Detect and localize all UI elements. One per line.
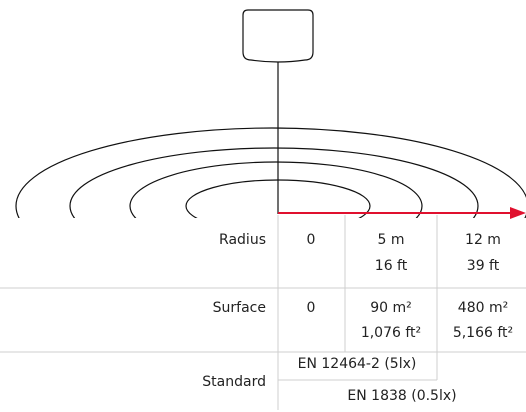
cell-text: 1,076 ft² (361, 325, 421, 341)
cell-text: 0 (307, 232, 316, 248)
table (0, 215, 526, 410)
ring (129, 161, 423, 218)
cell-text: 12 m (465, 232, 501, 248)
cell-text: 5 m (378, 232, 405, 248)
ring (15, 127, 526, 218)
span-text: EN 1838 (0.5lx) (347, 388, 456, 404)
light-rings (15, 127, 526, 218)
radius-arrow (278, 207, 526, 219)
ring (185, 179, 371, 218)
cell-text: 480 m² (458, 300, 508, 316)
span-text: EN 12464-2 (5lx) (298, 356, 417, 372)
row-label: Surface (213, 300, 266, 316)
lamp-head (242, 9, 314, 63)
lamp (242, 9, 314, 214)
row-label: Standard (202, 374, 266, 390)
cell-text: 0 (307, 300, 316, 316)
ring (69, 147, 479, 218)
row-label: Radius (219, 232, 266, 248)
cell-text: 5,166 ft² (453, 325, 513, 341)
arrow-head (510, 207, 526, 219)
cell-text: 16 ft (375, 258, 408, 274)
cell-text: 39 ft (467, 258, 500, 274)
cell-text: 90 m² (370, 300, 412, 316)
